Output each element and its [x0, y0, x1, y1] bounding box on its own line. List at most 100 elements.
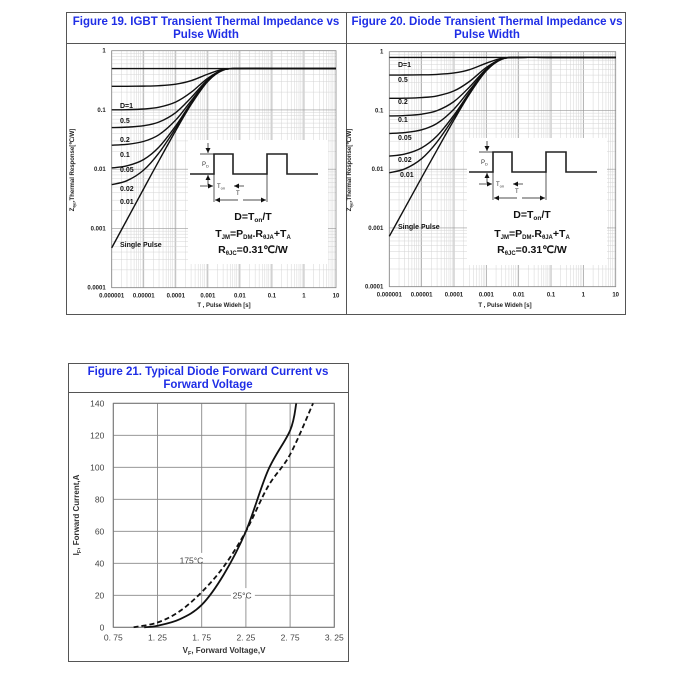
x-tick-label: 2. 75 [281, 632, 300, 642]
y-tick-label: 120 [90, 430, 104, 440]
grid [112, 402, 335, 628]
y-tick-label: 20 [95, 590, 105, 600]
plot-area-border [111, 50, 337, 289]
figure-20-frame [346, 12, 626, 315]
x-tick-label: 3. 25 [325, 632, 344, 642]
x-tick-label: 0.01 [513, 293, 525, 299]
x-tick-label: 0.000001 [99, 294, 125, 300]
junction-temperature-formula: TJM=PDM.RθJA+TA [215, 228, 291, 241]
figure-19-inset: PD Ton T D=Ton/T TJM=PDM.RθJA+TA RθJC=0.… [188, 140, 328, 264]
x-tick-label: 0.0001 [167, 294, 186, 300]
figure-21-title-line2: Forward Voltage [163, 379, 252, 391]
figure-19-x-axis-label: T , Pulse Wideh [s] [197, 303, 250, 309]
x-tick-label: 2. 25 [236, 632, 255, 642]
plot-area-border [112, 402, 335, 628]
series-label: D=1 [120, 103, 133, 110]
y-tick-label: 60 [95, 526, 105, 536]
thermal-resistance-formula: RθJC=0.31℃/W [497, 244, 567, 257]
series-label: 0.2 [120, 137, 130, 144]
series-label: 0.1 [398, 117, 408, 124]
inset-background [188, 140, 328, 264]
inset-background [467, 138, 607, 265]
y-tick-label: 140 [90, 398, 104, 408]
y-tick-label: 40 [95, 558, 105, 568]
x-tick-label: 10 [333, 294, 340, 300]
series-label: 0.01 [120, 199, 134, 206]
y-tick-label: 100 [90, 462, 104, 472]
y-tick-label: 0.0001 [87, 286, 106, 292]
y-tick-label: 0.1 [97, 108, 106, 114]
figure-21-plot: 0. 75 1. 25 1. 75 2. 25 2. 75 3. 25 0 20 40 60 80 1… [90, 398, 344, 642]
figure-19-y-axis-label: Zθjc,Thermal Response[℃/W] [69, 129, 77, 212]
label-background [230, 588, 255, 598]
figure-20-inset: PD Ton T D=Ton/T TJM=PDM.RθJA+TA RθJC=0.… [467, 138, 607, 265]
series-label: Single Pulse [398, 224, 440, 231]
series-label: 0.05 [120, 167, 134, 174]
plot-area-border [388, 51, 617, 288]
figure-21-y-axis-label: IF, Forward Current,A [72, 474, 83, 555]
figure-21-frame [68, 363, 349, 662]
y-tick-label: 0.0001 [365, 285, 384, 291]
x-tick-label: 1. 75 [192, 632, 211, 642]
series-label-175c: 175°C [180, 555, 204, 565]
label-background [177, 552, 206, 562]
y-tick-label: 1 [102, 49, 106, 55]
duty-cycle-formula: D=Ton/T [513, 209, 551, 222]
x-tick-label: 10 [612, 293, 619, 299]
ton-label: Ton [217, 184, 225, 191]
x-tick-label: 0.01 [234, 294, 246, 300]
x-tick-label: 1 [582, 293, 586, 299]
series-label: 0.02 [120, 186, 134, 193]
figure-20-title-line2: Pulse Width [454, 29, 520, 41]
ton-label: Ton [496, 182, 504, 189]
pulse-waveform-diagram: PD Ton T [190, 143, 318, 203]
series-label-25c: 25°C [233, 591, 252, 601]
figure-20-title-line1: Figure 20. Diode Transient Thermal Imped… [352, 16, 623, 28]
y-tick-label: 1 [380, 50, 384, 56]
x-tick-label: 0.0001 [445, 293, 464, 299]
x-tick-label: 0.1 [268, 294, 277, 300]
duty-cycle-formula: D=Ton/T [234, 211, 272, 224]
x-tick-label: 0.001 [479, 293, 495, 299]
y-tick-label: 80 [95, 494, 105, 504]
series-line-single-pulse [111, 67, 336, 249]
pd-label: PD [481, 160, 488, 167]
y-tick-label: 0.001 [91, 226, 107, 232]
x-tick-label: 0. 75 [104, 632, 123, 642]
series-line-single-pulse [388, 56, 616, 237]
series-label: 0.2 [398, 99, 408, 106]
series-label: 0.01 [400, 172, 414, 179]
figure-19-title-line2: Pulse Width [173, 29, 239, 41]
x-tick-label: 1 [302, 294, 306, 300]
figure-21-title-line1: Figure 21. Typical Diode Forward Current… [88, 366, 329, 378]
pulse-waveform-diagram: PD Ton T [469, 141, 597, 201]
y-tick-label: 0 [100, 622, 105, 632]
thermal-resistance-formula: RθJC=0.31℃/W [218, 244, 288, 257]
figure-20-y-axis-label: Zθjc,Thermal Response[℃/W] [346, 129, 354, 212]
series-line-175c [133, 402, 314, 629]
figure-21-x-axis-label: VF, Forward Voltage,V [183, 646, 266, 657]
x-tick-label: 0.000001 [377, 293, 403, 299]
pd-label: PD [202, 162, 209, 169]
y-tick-label: 0.001 [368, 226, 384, 232]
x-tick-label: 1. 25 [148, 632, 167, 642]
series-label: 0.05 [398, 135, 412, 142]
series-label: 0.1 [120, 152, 130, 159]
figure-19-title-line1: Figure 19. IGBT Transient Thermal Impeda… [73, 16, 340, 28]
x-tick-label: 0.001 [200, 294, 216, 300]
series-label: D=1 [398, 62, 411, 69]
series-label: 0.5 [398, 77, 408, 84]
y-tick-label: 0.01 [94, 167, 106, 173]
figure-20-x-axis-label: T , Pulse Wideh [s] [478, 303, 531, 309]
series-label: 0.5 [120, 118, 130, 125]
x-tick-label: 0.00001 [411, 293, 433, 299]
period-label: T [236, 191, 240, 197]
period-label: T [515, 189, 519, 195]
series-label: 0.02 [398, 157, 412, 164]
x-tick-label: 0.1 [547, 293, 556, 299]
y-tick-label: 0.1 [375, 108, 384, 114]
series-label: Single Pulse [120, 242, 162, 249]
series-line-25c [144, 403, 298, 629]
y-tick-label: 0.01 [372, 167, 384, 173]
